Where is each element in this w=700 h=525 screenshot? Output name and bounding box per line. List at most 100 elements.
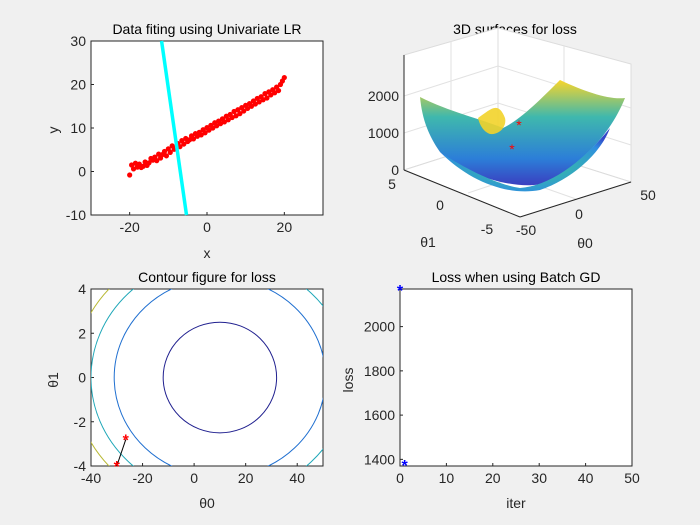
lr-data-point	[275, 87, 282, 94]
lr-data-point	[256, 99, 262, 105]
surf-ylabel: θ1	[420, 234, 436, 250]
contour-ytick-label: 4	[78, 281, 86, 297]
lr-data-point	[156, 151, 162, 157]
lr-data-point	[181, 141, 187, 147]
lr-data-point	[132, 160, 139, 166]
loss-ytick-label: 1800	[364, 363, 395, 379]
lr-data-point	[202, 130, 208, 136]
surf-xlabel: θ0	[577, 235, 593, 251]
loss-xtick-label: 30	[531, 470, 547, 486]
contour-title: Contour figure for loss	[138, 269, 276, 285]
lr-data-point	[252, 101, 258, 107]
lr-data-point	[281, 74, 287, 81]
contour-ytick-label: -2	[74, 414, 87, 430]
surf-axis-lines	[403, 55, 632, 218]
loss-ytick-label: 2000	[364, 319, 395, 335]
surf-bowl-front	[440, 128, 610, 192]
lr-data-point	[225, 117, 231, 123]
contour-ylabel: θ1	[45, 372, 61, 388]
lr-data-point	[163, 153, 169, 159]
loss-xtick-label: 0	[396, 470, 404, 486]
contour-xtick-label: 40	[289, 470, 305, 486]
lr-ytick-label: -10	[66, 207, 86, 223]
contour-axes: Contour figure for loss θ0 θ1 -40 -2 0 0 20 4…	[45, 269, 324, 511]
contour-plot-area	[90, 288, 324, 467]
surf-bowl-back	[420, 80, 625, 186]
contour-path-point: *	[123, 432, 130, 449]
lr-ylabel: y	[45, 127, 61, 134]
lr-data-point	[233, 113, 239, 119]
contour-xtick-label: 20	[238, 470, 254, 486]
surf-ztick-2000: 2000	[368, 88, 399, 104]
surf-ztick-1000: 1000	[368, 125, 399, 141]
lr-data-point	[214, 123, 220, 129]
lr-data-point	[245, 105, 251, 112]
loss-ytick-label: 1600	[364, 407, 395, 423]
lr-data-point	[260, 97, 266, 103]
contour-xlabel: θ0	[199, 495, 215, 511]
surf-ytick-0: 0	[436, 197, 444, 213]
surf-ytick-5: 5	[388, 176, 396, 192]
loss-xtick-label: 50	[624, 470, 640, 486]
loss-ytick-label: 1400	[364, 451, 395, 467]
lr-data-point	[235, 107, 241, 113]
contour-ytick-label: 2	[78, 325, 86, 341]
lr-ytick-label: 30	[70, 33, 86, 49]
surf-point-next: *	[509, 141, 515, 157]
lr-ytick-label: 10	[70, 120, 86, 136]
lr-data-point	[187, 137, 193, 143]
surf-xtick-neg50: -50	[516, 222, 536, 238]
lr-data-point	[262, 91, 268, 97]
contour-xtick-label: 0	[190, 470, 198, 486]
lr-data-point	[231, 108, 237, 115]
contour-ytick-label: -4	[74, 458, 87, 474]
surf-xtick-50: 50	[640, 187, 656, 203]
contour-xtick-label: -40	[81, 470, 101, 486]
loss-point: *	[402, 458, 409, 475]
surf-xtick-0: 0	[575, 206, 583, 222]
contour-path-point: *	[114, 459, 121, 476]
contour-path-line	[116, 439, 127, 467]
lr-xlabel: x	[204, 245, 211, 261]
lr-fit-line	[159, 40, 189, 216]
lr-data-point	[161, 148, 168, 155]
lr-xtick-label: 20	[277, 219, 293, 235]
contour-level	[162, 321, 278, 434]
loss-xlabel: iter	[506, 495, 526, 511]
lr-xtick-label: -20	[120, 219, 140, 235]
loss-xtick-label: 40	[578, 470, 594, 486]
surf-xlabel-text: θ0	[577, 235, 593, 251]
surf-ztick-0: 0	[391, 162, 399, 178]
loss-plot-area	[399, 288, 633, 467]
lr-data-point	[154, 158, 160, 164]
contour-level	[113, 289, 323, 466]
loss-point: *	[397, 283, 404, 300]
lr-data-point	[130, 166, 137, 172]
contour-ytick-label: 0	[78, 370, 86, 386]
lr-ytick-label: 0	[78, 164, 86, 180]
lr-data-point	[167, 149, 173, 155]
lr-data-point	[264, 95, 270, 101]
surf-peak	[478, 107, 506, 135]
lr-data-point	[198, 132, 204, 138]
lr-data-point	[241, 108, 247, 114]
surf-ylabel-text: θ1	[420, 234, 436, 250]
lr-data-point	[127, 172, 133, 178]
loss-title: Loss when using Batch GD	[432, 269, 601, 285]
loss-axes: Loss when using Batch GD iter loss 0 10 20…	[340, 269, 640, 511]
lr-data-point	[221, 119, 227, 125]
lr-title: Data fiting using Univariate LR	[112, 21, 301, 37]
lr-data-point	[272, 90, 278, 96]
lr-data-point	[229, 114, 235, 121]
lr-data-point	[237, 111, 243, 117]
surface-axes: 3D surfaces for loss 2000 1000 0	[368, 21, 656, 251]
lr-data-point	[140, 163, 146, 169]
lr-data-point	[248, 103, 255, 109]
lr-data-point	[129, 162, 135, 168]
lr-axes: Data fiting using Univariate LR x y -20 0…	[45, 21, 324, 261]
loss-xtick-label: 20	[485, 470, 501, 486]
lr-data-point	[217, 121, 224, 127]
surf-point-start: *	[516, 117, 522, 133]
lr-data-point	[146, 160, 152, 166]
